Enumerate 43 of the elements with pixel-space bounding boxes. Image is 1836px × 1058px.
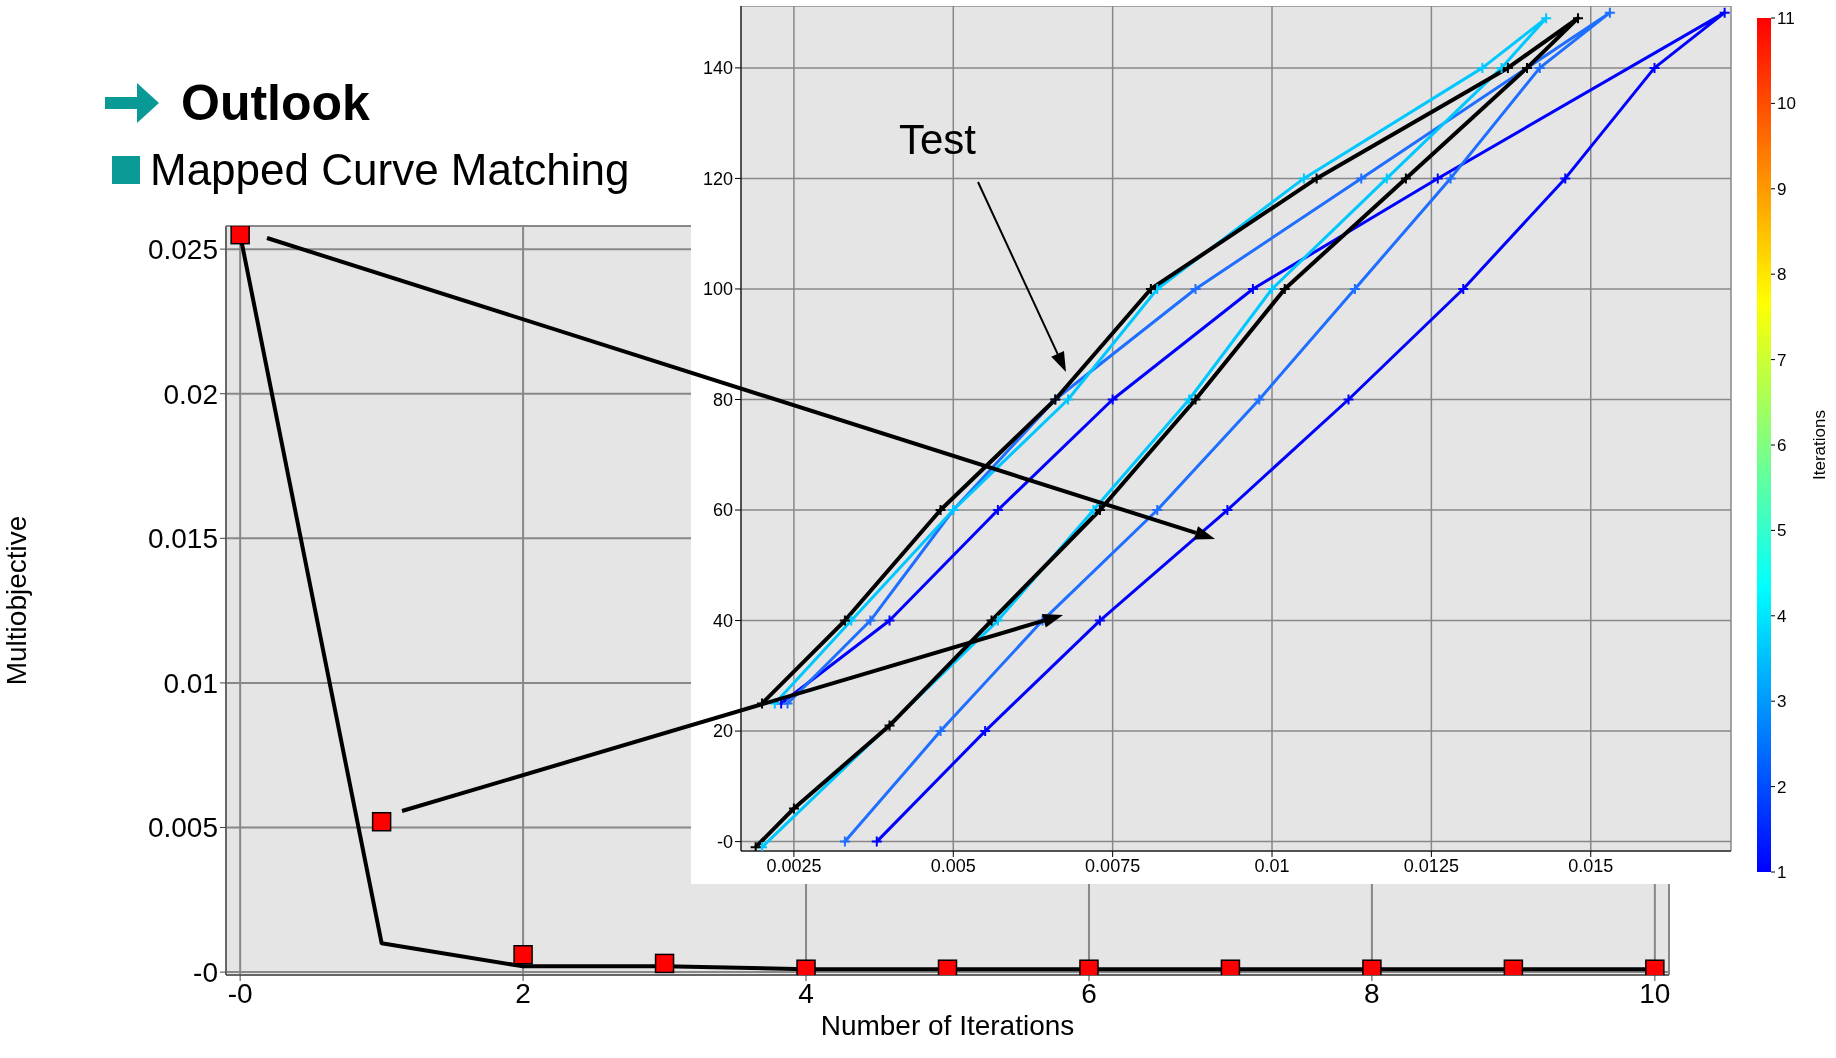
color-bar-label: 9 (1777, 179, 1787, 199)
x-tick-label: -0 (227, 977, 253, 1009)
x-tick-label: 2 (515, 977, 531, 1009)
x-tick-label: 8 (1364, 977, 1380, 1009)
x-tick-label: 6 (1081, 977, 1097, 1009)
y-tick-label: 0.01 (163, 667, 218, 699)
y-tick-label: 60 (712, 500, 733, 521)
y-tick-label: 40 (712, 610, 733, 631)
chart-subtitle: Mapped Curve Matching (150, 145, 630, 195)
x-tick-label: 4 (798, 977, 814, 1009)
y-tick-label: 0.005 (147, 812, 218, 844)
color-bar-label: 3 (1777, 692, 1787, 712)
y-tick-label: 0.02 (163, 378, 218, 410)
color-bar-label: 7 (1777, 350, 1787, 370)
color-bar-title: Iterations (1810, 410, 1829, 480)
y-tick-label: -0 (716, 831, 733, 852)
annotation: Test (899, 116, 977, 164)
color-bar-label: 5 (1777, 521, 1787, 541)
y-tick-label: 0.015 (147, 523, 218, 555)
y-tick-label: 20 (712, 721, 733, 742)
x-tick-label: 10 (1639, 977, 1671, 1009)
x-tick-label: 0.01 (1254, 855, 1290, 876)
chart-title: Outlook (181, 74, 370, 132)
color-bar-label: 6 (1777, 436, 1787, 455)
color-bar-label: 11 (1777, 9, 1795, 28)
x-tick-label: 0.0125 (1403, 855, 1459, 876)
color-bar-label: 2 (1777, 777, 1787, 797)
y-tick-label: 0.025 (147, 234, 218, 266)
color-bar-label: 8 (1777, 265, 1787, 285)
color-bar-label: 4 (1777, 606, 1787, 626)
color-bar-label: 10 (1777, 94, 1796, 114)
y-axis-title: Multiobjective (0, 515, 32, 686)
y-tick-label: 140 (702, 58, 733, 79)
x-axis-title: Number of Iterations (820, 1010, 1075, 1041)
color-bar-label: 1 (1777, 863, 1787, 882)
x-tick-label: 0.0075 (1085, 855, 1141, 876)
x-tick-label: 0.005 (930, 855, 976, 876)
x-tick-label: 0.0025 (766, 855, 822, 876)
y-tick-label: -0 (193, 957, 218, 989)
y-tick-label: 80 (712, 389, 733, 410)
x-tick-label: 0.015 (1568, 855, 1614, 876)
y-tick-label: 120 (702, 168, 733, 189)
y-tick-label: 100 (702, 279, 733, 300)
